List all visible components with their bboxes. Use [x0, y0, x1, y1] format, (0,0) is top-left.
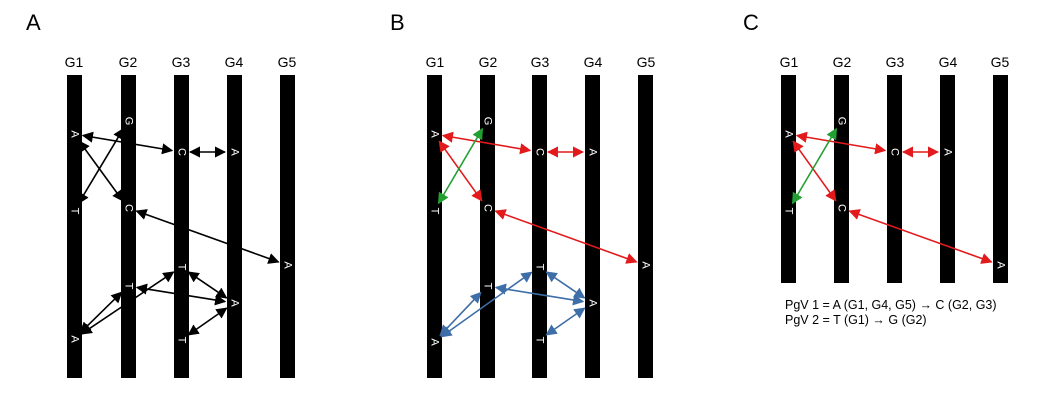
base-g4-a: A — [587, 299, 599, 307]
genome-bar-g5 — [638, 75, 653, 378]
genome-label-g4: G4 — [939, 54, 958, 70]
link-arrow — [545, 307, 586, 336]
link-arrow — [187, 271, 228, 299]
genome-label-g3: G3 — [531, 54, 550, 70]
base-g3-t: T — [176, 337, 188, 344]
genome-label-g3: G3 — [886, 54, 905, 70]
genome-label-g1: G1 — [65, 54, 84, 70]
base-g2-c: C — [123, 204, 135, 212]
base-g4-a: A — [587, 148, 599, 156]
genome-label-g4: G4 — [225, 54, 244, 70]
base-g3-t: T — [534, 337, 546, 344]
link-arrow — [135, 209, 280, 264]
base-g3-c: C — [889, 148, 901, 156]
base-g4-a: A — [942, 148, 954, 156]
link-arrow — [80, 271, 175, 335]
base-g2-g: G — [123, 117, 135, 126]
base-g2-c: C — [836, 204, 848, 212]
panel-c-links — [791, 127, 993, 264]
genome-label-g2: G2 — [479, 54, 498, 70]
link-arrow — [77, 127, 125, 205]
base-g1-a: A — [429, 130, 441, 138]
panel-a: A G1 G2 G3 G4 G5 A T A G C T C T T A A A — [26, 10, 297, 378]
base-g1-a: A — [429, 338, 441, 346]
base-g4-a: A — [229, 299, 241, 307]
panel-a-links — [77, 127, 280, 336]
link-arrow — [440, 271, 533, 338]
base-g2-g: G — [836, 117, 848, 126]
link-arrow — [437, 127, 484, 205]
panel-label-b: B — [390, 10, 405, 35]
genome-bar-g4 — [585, 75, 600, 378]
genome-bar-g5 — [280, 75, 295, 378]
base-g2-c: C — [482, 204, 494, 212]
link-arrow — [439, 291, 482, 337]
panel-b: B G1 G2 G3 G4 G5 A T A G C T C T T A A A — [390, 10, 656, 378]
genome-bar-g1 — [781, 75, 796, 283]
genome-label-g3: G3 — [172, 54, 191, 70]
genome-bar-g4 — [940, 75, 955, 283]
link-arrow — [494, 283, 585, 306]
link-arrow — [494, 209, 638, 264]
base-g3-c: C — [176, 148, 188, 156]
base-g2-t: T — [482, 283, 494, 290]
base-g1-t: T — [783, 208, 795, 215]
base-g1-a: A — [69, 335, 81, 343]
genome-bar-g1 — [427, 75, 442, 378]
link-arrow — [187, 307, 228, 336]
genome-label-g4: G4 — [584, 54, 603, 70]
base-g1-t: T — [429, 208, 441, 215]
genome-bar-g2 — [834, 75, 849, 283]
genome-label-g1: G1 — [780, 54, 799, 70]
base-g5-a: A — [995, 261, 1007, 269]
genome-bar-g5 — [993, 75, 1008, 283]
link-arrow — [545, 271, 586, 299]
link-arrow — [791, 127, 838, 205]
base-g1-t: T — [69, 208, 81, 215]
genome-label-g2: G2 — [119, 54, 138, 70]
panel-label-c: C — [743, 10, 759, 35]
genome-label-g5: G5 — [637, 54, 656, 70]
genome-label-g1: G1 — [426, 54, 445, 70]
panel-label-a: A — [26, 10, 41, 35]
base-g1-a: A — [69, 130, 81, 138]
pgv-note-1: PgV 1 = A (G1, G4, G5) → C (G2, G3) — [785, 298, 997, 312]
pgv-note-2: PgV 2 = T (G1) → G (G2) — [785, 313, 927, 327]
base-g5-a: A — [282, 261, 294, 269]
genome-label-g5: G5 — [991, 54, 1010, 70]
base-g2-g: G — [482, 117, 494, 126]
link-arrow — [848, 209, 993, 264]
genome-label-g5: G5 — [278, 54, 297, 70]
base-g3-t: T — [534, 264, 546, 271]
genome-bar-g3 — [887, 75, 902, 283]
base-g1-a: A — [783, 130, 795, 138]
genome-bar-g4 — [227, 75, 242, 378]
base-g3-c: C — [534, 148, 546, 156]
base-g5-a: A — [640, 261, 652, 269]
link-arrow — [79, 291, 123, 334]
genome-label-g2: G2 — [833, 54, 852, 70]
genome-bar-g1 — [67, 75, 82, 378]
panel-c: C G1 G2 G3 G4 G5 A T G C C A A PgV 1 = A… — [743, 10, 1010, 327]
base-g2-t: T — [123, 283, 135, 290]
base-g3-t: T — [176, 264, 188, 271]
panel-b-links — [437, 127, 638, 338]
base-g4-a: A — [229, 148, 241, 156]
link-arrow — [135, 283, 227, 306]
